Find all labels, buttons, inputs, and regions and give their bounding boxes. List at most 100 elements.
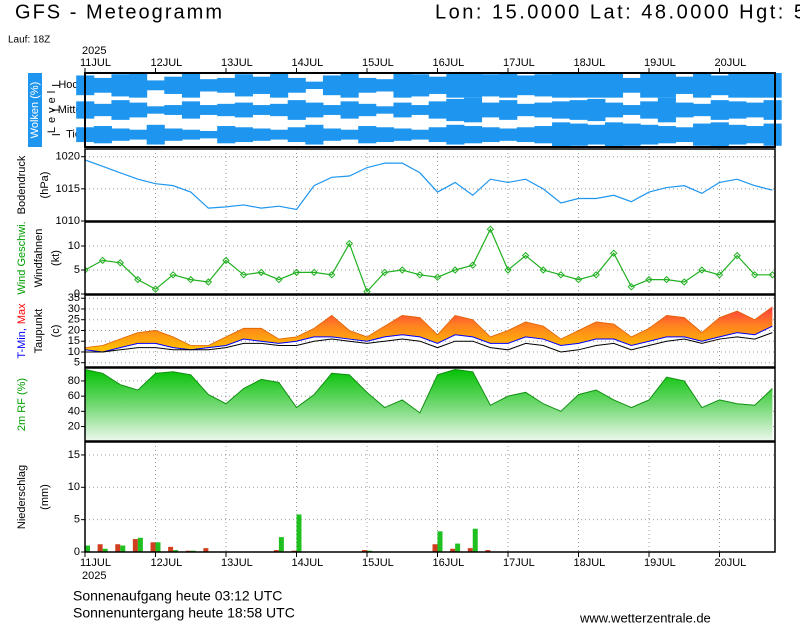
- cloud-cell: [270, 129, 289, 140]
- cloud-cell: [340, 73, 359, 98]
- cloud-cell: [217, 77, 236, 93]
- bar: [450, 548, 456, 552]
- panel-frame: [84, 294, 776, 368]
- cloud-cell: [129, 73, 148, 98]
- panel-frame: [84, 367, 776, 442]
- x-tick-label: 15JUL: [362, 557, 394, 569]
- cloud-cell: [358, 126, 377, 144]
- marker: [169, 271, 177, 279]
- x-tick-label: 13JUL: [221, 57, 253, 69]
- bar: [437, 531, 443, 552]
- cloud-cell: [693, 123, 712, 146]
- y-axis-label-part: Windfahnen: [33, 229, 45, 288]
- cloud-cell: [463, 97, 483, 123]
- x-tick-label: 16JUL: [433, 557, 465, 569]
- marker: [451, 266, 459, 274]
- cloud-cell: [217, 103, 236, 117]
- marker: [116, 259, 124, 267]
- cloud-cell: [763, 123, 782, 146]
- y-axis-label: Wind Geschwi.: [16, 221, 28, 294]
- temp-band: [85, 306, 773, 352]
- panel: [85, 295, 775, 367]
- cloud-cell: [111, 74, 130, 97]
- x-tick-label: 12JUL: [151, 557, 183, 569]
- y-tick-label: 10: [68, 240, 80, 252]
- cloud-cell: [358, 77, 377, 93]
- marker: [627, 283, 636, 291]
- title: GFS - Meteogramm: [15, 1, 222, 23]
- cloud-cell: [728, 73, 747, 98]
- bar: [85, 545, 90, 552]
- marker: [698, 266, 706, 274]
- year-bottom: 2025: [82, 570, 106, 582]
- cloud-cell: [199, 130, 218, 139]
- marker: [557, 271, 565, 279]
- panel: [85, 149, 775, 221]
- x-tick-label: 19JUL: [644, 557, 676, 569]
- marker: [751, 271, 759, 279]
- cloud-cell: [745, 73, 765, 98]
- marker: [151, 285, 160, 293]
- cloud-cell: [569, 123, 588, 146]
- marker: [680, 278, 688, 286]
- bar: [120, 545, 126, 552]
- marker: [715, 271, 724, 279]
- marker: [486, 225, 495, 233]
- cloud-cell: [93, 103, 112, 117]
- marker: [398, 266, 406, 274]
- marker: [592, 271, 600, 279]
- cloud-cell: [340, 129, 359, 140]
- cloud-cell: [322, 128, 342, 141]
- cloud-cell: [728, 124, 747, 145]
- y-tick-label: 1010: [56, 215, 80, 227]
- marker: [239, 271, 248, 279]
- cloud-cell: [305, 102, 324, 118]
- bar: [173, 550, 179, 552]
- cloud-cell: [622, 123, 641, 146]
- y-axis-label-part: Wind Geschwi.: [16, 221, 28, 294]
- cloud-cell: [587, 124, 606, 145]
- cloud-cell: [710, 75, 729, 96]
- cloud-cell: [604, 102, 624, 118]
- y-axis-label: (c): [50, 325, 62, 338]
- cloud-cell: [181, 73, 201, 98]
- cloud-cell: [534, 102, 553, 118]
- bar: [278, 537, 284, 552]
- cloud-cell: [446, 98, 465, 122]
- cloud-cell: [234, 102, 253, 118]
- y-tick-label: 20: [68, 324, 80, 336]
- cloud-cell: [375, 106, 394, 114]
- y-axis-label: Niederschlag: [16, 465, 28, 529]
- panel: [85, 222, 775, 294]
- marker: [98, 256, 107, 265]
- cloud-cell: [287, 100, 306, 120]
- cloud-cell: [93, 126, 112, 144]
- cloud-cell: [604, 73, 624, 98]
- cloud-cell: [569, 100, 588, 120]
- cloud-cell: [305, 81, 324, 90]
- y-axis-label-part: (c): [50, 325, 62, 338]
- y-axis-label-part: T-Min,: [16, 328, 28, 359]
- x-tick-label: 18JUL: [574, 57, 606, 69]
- sunrise: Sonnenaufgang heute 03:12 UTC: [73, 588, 282, 604]
- marker: [257, 268, 265, 277]
- y-axis-label-part: Bodendruck: [16, 155, 28, 214]
- marker: [521, 251, 530, 260]
- y-tick-label: 15: [68, 335, 80, 347]
- cloud-cell: [710, 100, 729, 120]
- panel-frame: [84, 148, 776, 222]
- cloud-cell: [428, 76, 447, 94]
- bar: [155, 542, 161, 552]
- y-label-bg: [28, 73, 42, 147]
- cloud-cell: [657, 73, 676, 98]
- y-tick-label: 5: [74, 264, 80, 276]
- panel-frame: [84, 72, 776, 148]
- cloud-cell: [375, 79, 394, 92]
- y-tick-label: 10: [68, 481, 80, 493]
- y-tick-label: 1015: [56, 183, 80, 195]
- y-axis-label: T-Min, Max: [16, 303, 28, 359]
- cloud-cell: [428, 101, 447, 119]
- y-tick-label: 0: [74, 546, 80, 558]
- y-tick-label: 80: [68, 375, 80, 387]
- cloud-cell: [481, 102, 500, 118]
